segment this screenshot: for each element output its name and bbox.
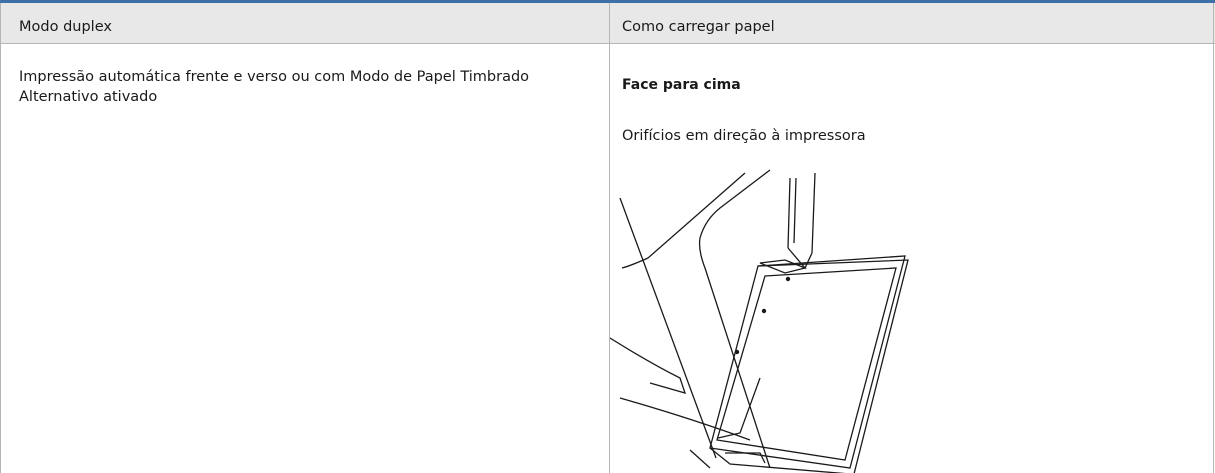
- printer-illustration: [610, 169, 909, 473]
- table-top-border: [0, 0, 1215, 3]
- body-cell: Orifícios em direção à impressora: [622, 128, 866, 144]
- cell-heading: Face para cima: [622, 77, 741, 93]
- body-cell: Impressão automática frente e verso ou c…: [19, 69, 530, 105]
- cell-border: [1213, 3, 1214, 473]
- header-row: [0, 3, 1215, 44]
- header-cell: Modo duplex: [19, 19, 112, 35]
- cell-border: [0, 3, 1, 473]
- header-cell: Como carregar papel: [622, 19, 775, 35]
- cell-border: [609, 3, 610, 473]
